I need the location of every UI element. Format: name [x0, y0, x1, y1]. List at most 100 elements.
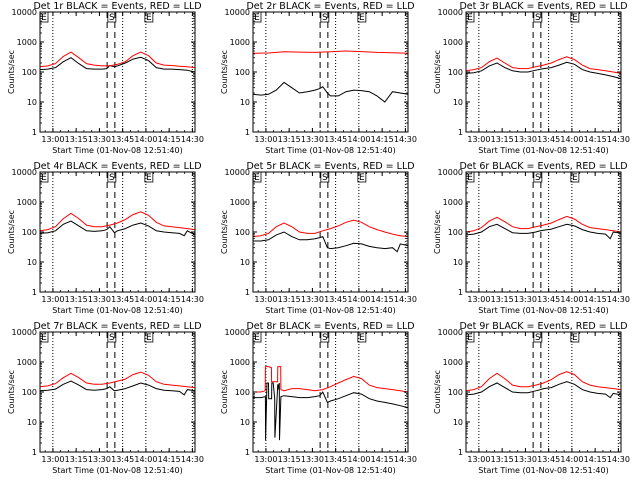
y-axis-label: Counts/sec: [7, 370, 16, 414]
interval-marker-label: S: [322, 173, 328, 183]
x-tick-label: 14:15: [584, 455, 607, 464]
x-tick-label: 13:00: [467, 295, 490, 304]
interval-marker-label: S: [535, 333, 541, 343]
x-tick-label: 13:15: [491, 295, 514, 304]
plot-frame: [252, 331, 409, 453]
x-tick-label: 13:30: [301, 455, 324, 464]
x-tick-label: 13:45: [324, 295, 347, 304]
x-axis-label: Start Time (01-Nov-08 12:51:40): [478, 466, 608, 475]
y-tick-label: 10000: [225, 328, 250, 337]
x-tick-label: 13:45: [537, 295, 560, 304]
x-axis-label: Start Time (01-Nov-08 12:51:40): [478, 306, 608, 315]
series-line-lld: [466, 215, 621, 233]
y-axis-label: Counts/sec: [433, 210, 442, 254]
plot-frame: [39, 171, 196, 293]
plot-frame: [465, 331, 622, 453]
series-line-events: [253, 81, 408, 103]
chart-panel-det-8: Det 8r BLACK = Events, RED = LLD E S E 1 10 10…: [213, 320, 426, 480]
y-axis-label: Counts/sec: [220, 370, 229, 414]
series-line-events: [253, 382, 408, 441]
y-tick-label: 100: [448, 388, 463, 397]
x-tick-label: 14:15: [584, 135, 607, 144]
x-tick-label: 14:15: [371, 455, 394, 464]
chart-title: Det 1r BLACK = Events, RED = LLD: [33, 1, 201, 12]
y-tick-label: 100: [22, 68, 37, 77]
x-tick-label: 13:00: [467, 455, 490, 464]
y-tick-label: 100: [235, 68, 250, 77]
x-tick-label: 13:15: [278, 455, 301, 464]
chart-panel-det-3: Det 3r BLACK = Events, RED = LLD E S E 1 10 10…: [426, 0, 639, 160]
y-tick-label: 1: [32, 288, 37, 297]
y-axis-label: Counts/sec: [7, 210, 16, 254]
x-tick-label: 13:00: [467, 135, 490, 144]
x-tick-label: 14:30: [181, 135, 204, 144]
x-axis-label: Start Time (01-Nov-08 12:51:40): [265, 306, 395, 315]
chart-title: Det 7r BLACK = Events, RED = LLD: [33, 321, 201, 332]
y-tick-label: 10: [240, 418, 250, 427]
x-tick-label: 14:30: [394, 455, 417, 464]
y-tick-label: 10: [27, 258, 37, 267]
interval-marker-label: S: [322, 333, 328, 343]
plot-frame: [465, 11, 622, 133]
y-tick-label: 10: [453, 418, 463, 427]
chart-panel-det-2: Det 2r BLACK = Events, RED = LLD E S E 1 10 10…: [213, 0, 426, 160]
chart-panel-det-6: Det 6r BLACK = Events, RED = LLD E S E 1 10 10…: [426, 160, 639, 320]
x-tick-label: 14:00: [347, 295, 370, 304]
chart-title: Det 8r BLACK = Events, RED = LLD: [246, 321, 414, 332]
y-tick-label: 100: [22, 388, 37, 397]
interval-marker-label: E: [467, 173, 473, 183]
y-tick-label: 10000: [438, 168, 463, 177]
x-tick-label: 14:00: [560, 135, 583, 144]
chart-title: Det 2r BLACK = Events, RED = LLD: [246, 1, 414, 12]
interval-marker-label: E: [467, 333, 473, 343]
series-line-lld: [253, 50, 408, 54]
y-tick-label: 1000: [230, 358, 250, 367]
interval-marker-label: E: [254, 13, 260, 23]
y-tick-label: 1000: [230, 198, 250, 207]
series-line-lld: [40, 371, 195, 389]
x-tick-label: 13:45: [111, 295, 134, 304]
x-tick-label: 14:30: [607, 455, 630, 464]
y-tick-label: 1: [458, 128, 463, 137]
series-line-lld: [466, 371, 621, 392]
x-tick-label: 14:00: [560, 295, 583, 304]
y-tick-label: 10000: [12, 328, 37, 337]
interval-marker-label: S: [109, 13, 115, 23]
y-tick-label: 1: [245, 288, 250, 297]
y-tick-label: 100: [448, 68, 463, 77]
x-tick-label: 14:15: [158, 295, 181, 304]
x-tick-label: 14:30: [394, 295, 417, 304]
series-line-events: [253, 231, 408, 253]
x-tick-label: 14:15: [371, 295, 394, 304]
series-line-lld: [40, 51, 195, 69]
y-tick-label: 1: [245, 448, 250, 457]
x-tick-label: 13:30: [301, 295, 324, 304]
y-tick-label: 1000: [230, 38, 250, 47]
interval-marker-label: E: [572, 13, 578, 23]
x-tick-label: 14:15: [158, 135, 181, 144]
chart-panel-det-1: Det 1r BLACK = Events, RED = LLD E S E 1 10 10…: [0, 0, 213, 160]
x-tick-label: 13:15: [65, 135, 88, 144]
x-tick-label: 14:30: [394, 135, 417, 144]
y-tick-label: 100: [22, 228, 37, 237]
x-tick-label: 13:30: [514, 295, 537, 304]
interval-marker-label: S: [535, 13, 541, 23]
y-tick-label: 1000: [17, 198, 37, 207]
series-line-events: [40, 380, 195, 396]
x-tick-label: 14:00: [134, 135, 157, 144]
interval-marker-label: E: [254, 333, 260, 343]
y-tick-label: 1: [32, 448, 37, 457]
interval-marker-label: E: [572, 173, 578, 183]
x-tick-label: 13:15: [491, 455, 514, 464]
chart-title: Det 9r BLACK = Events, RED = LLD: [459, 321, 627, 332]
interval-marker-label: E: [41, 333, 47, 343]
x-tick-label: 13:15: [65, 455, 88, 464]
x-tick-label: 14:15: [371, 135, 394, 144]
